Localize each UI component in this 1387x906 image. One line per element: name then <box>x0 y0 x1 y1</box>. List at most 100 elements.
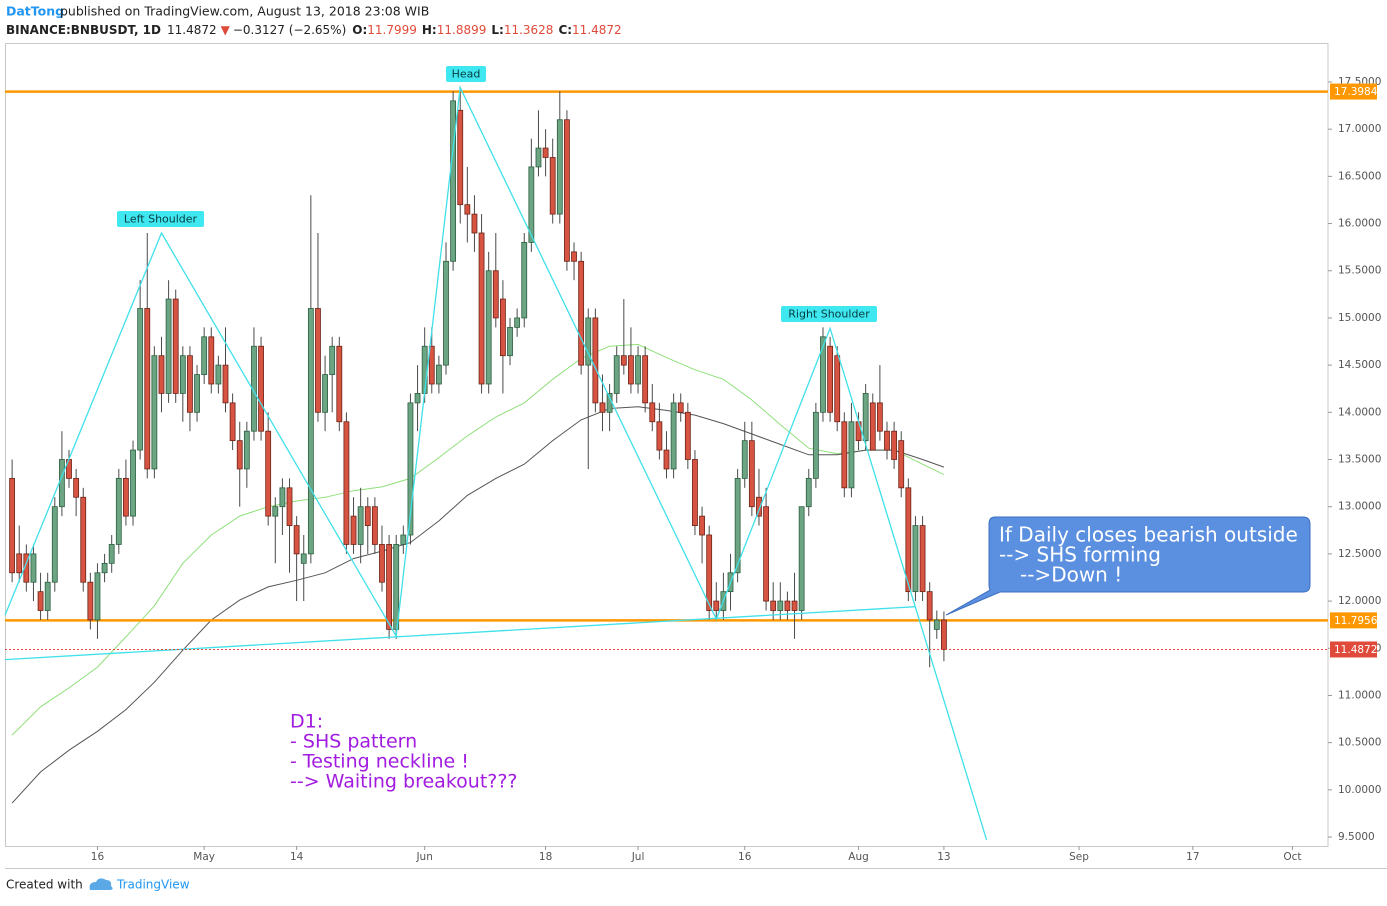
moving-average <box>11 406 945 804</box>
callout-text: If Daily closes bearish outside <box>999 523 1298 547</box>
candle-body <box>741 440 748 479</box>
callout-text: -->Down ! <box>1020 563 1122 587</box>
right-shoulder-label: Right Shoulder <box>788 308 870 321</box>
candle-body <box>485 270 492 385</box>
y-tick-label: 9.5000 <box>1338 831 1375 843</box>
candle-body <box>919 525 926 593</box>
candle-body <box>165 298 172 394</box>
tradingview-link[interactable]: TradingView <box>116 878 190 892</box>
close: 11.4872 <box>572 23 622 37</box>
candle-body <box>386 544 392 630</box>
candle-body <box>208 336 215 385</box>
candle-body <box>585 317 592 366</box>
candle-body <box>670 402 677 470</box>
y-tick-label: 10.5000 <box>1338 737 1381 749</box>
candle-body <box>428 345 435 385</box>
candle-body <box>215 364 222 385</box>
candle-body <box>478 232 485 385</box>
y-tick-label: 12.0000 <box>1338 595 1381 607</box>
y-tick-label: 13.5000 <box>1338 454 1381 466</box>
candle-body <box>315 308 321 413</box>
y-tick-label: 12.5000 <box>1338 548 1381 560</box>
candle-body <box>734 477 741 574</box>
candle-body <box>464 204 471 215</box>
y-tick-label: 11.0000 <box>1338 689 1381 701</box>
candle-body <box>941 619 947 650</box>
candle-body <box>101 562 108 574</box>
plot-area: 17.500017.000016.500016.000015.500015.00… <box>4 76 1381 863</box>
left-shoulder-label: Left Shoulder <box>124 213 198 226</box>
label-box <box>781 306 877 322</box>
candle-body <box>123 477 129 517</box>
candle-body <box>158 355 165 394</box>
candle-body <box>848 421 855 489</box>
candle-body <box>748 440 755 508</box>
candle-body <box>592 317 599 404</box>
candle-body <box>371 506 378 545</box>
candle-body <box>407 402 414 536</box>
candle-body <box>613 355 620 394</box>
close-label: C: <box>558 23 572 37</box>
candle-body <box>784 600 791 611</box>
candle-body <box>514 317 521 328</box>
x-tick-label: 13 <box>937 851 950 863</box>
level-label: 17.3984 <box>1334 86 1378 98</box>
moving-average <box>11 343 945 736</box>
candle-body <box>9 477 16 574</box>
candle-body <box>663 449 670 470</box>
candle-body <box>16 553 23 574</box>
candle-body <box>898 440 905 489</box>
candle-body <box>94 572 101 621</box>
last-price: 11.4872 <box>167 23 217 37</box>
y-tick-label: 15.0000 <box>1338 312 1381 324</box>
down-arrow: ▼ <box>221 23 231 37</box>
candle-body <box>151 355 158 470</box>
candle-body <box>144 308 151 470</box>
open: 11.7999 <box>367 23 417 37</box>
y-tick-label: 15.5000 <box>1338 265 1381 277</box>
candle-body <box>44 581 51 611</box>
candle-body <box>194 374 200 413</box>
y-tick-label: 16.0000 <box>1338 218 1381 230</box>
candle-body <box>649 402 656 423</box>
candle-body <box>336 345 343 423</box>
symbol: BINANCE:BNBUSDT, 1D <box>6 23 161 37</box>
candle-body <box>684 411 691 460</box>
candle-body <box>791 600 798 611</box>
candle-body <box>820 336 826 413</box>
note-text: D1: <box>290 711 323 733</box>
y-tick-label: 14.5000 <box>1338 359 1381 371</box>
candle-body <box>243 430 250 470</box>
candle-body <box>307 308 314 555</box>
note-text: - SHS pattern <box>290 731 417 753</box>
candle-body <box>642 355 649 404</box>
candle-body <box>528 166 535 243</box>
x-tick-label: 18 <box>539 851 552 863</box>
candle-body <box>350 515 357 545</box>
author[interactable]: DatTong <box>6 4 64 19</box>
candle-body <box>379 544 385 583</box>
candle-body <box>80 496 87 583</box>
high: 11.8899 <box>437 23 487 37</box>
candle-body <box>798 506 805 611</box>
candle-body <box>322 374 328 413</box>
candle-body <box>713 600 720 611</box>
callout-box <box>945 516 1311 616</box>
candle-body <box>876 402 883 432</box>
candle-body <box>421 345 428 394</box>
level-label: 11.7956 <box>1334 615 1378 627</box>
candle-body <box>450 100 457 262</box>
candle-body <box>492 270 499 319</box>
y-tick-label: 17.0000 <box>1338 123 1381 135</box>
candle-body <box>443 260 449 366</box>
candle-body <box>521 242 528 319</box>
candle-body <box>656 421 663 451</box>
y-tick-label: 10.0000 <box>1338 784 1381 796</box>
candle-body <box>699 515 705 536</box>
candle-body <box>628 355 634 385</box>
candle-body <box>137 308 144 451</box>
candle-body <box>300 553 307 564</box>
candle-body <box>834 355 841 423</box>
candle-body <box>236 440 243 470</box>
